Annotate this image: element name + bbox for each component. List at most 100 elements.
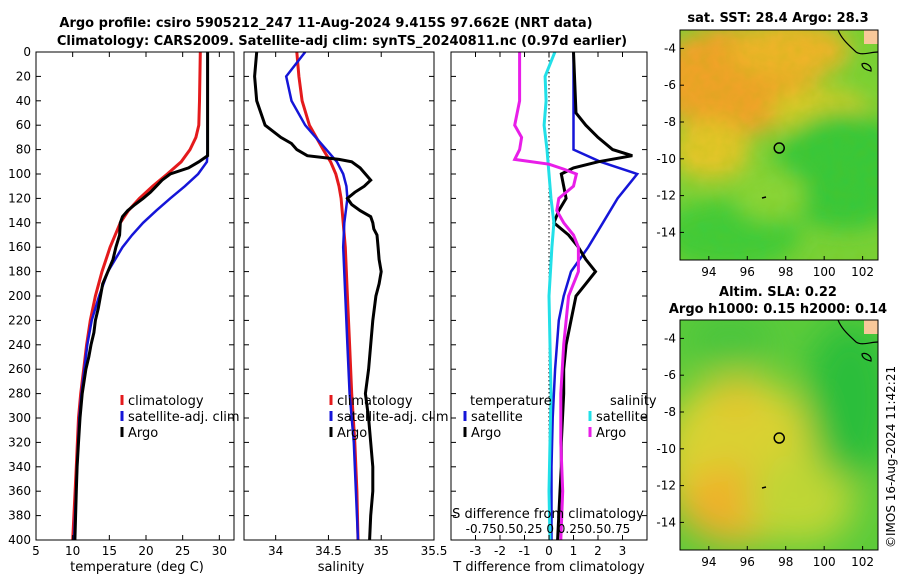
lon-tick-label: 94 <box>701 265 716 279</box>
y-tick-label: 240 <box>8 338 31 352</box>
temperature-panel: 0 20 40 60 80 100 120 140 160 180 200 220 240 260 280 3… <box>8 45 240 575</box>
temperature-argo-diff-line <box>552 52 633 540</box>
x-tick-label: 0 <box>545 544 553 558</box>
sla-high-blob <box>715 380 755 420</box>
salinity-argo-diff-line <box>512 52 580 540</box>
islet-mark <box>761 196 767 199</box>
y-tick-label: 320 <box>8 435 31 449</box>
x-tick-label: 25 <box>175 544 190 558</box>
y-tick-label: 200 <box>8 289 31 303</box>
lat-tick-label: -12 <box>656 189 676 203</box>
coastline <box>837 320 878 345</box>
lon-tick-label: 96 <box>740 265 755 279</box>
x-tick-label: 3 <box>619 544 627 558</box>
x-tick-label: 30 <box>212 544 227 558</box>
temperature-frame <box>35 51 235 541</box>
imos-footer: ©IMOS 16-Aug-2024 11:42:21 <box>884 366 898 548</box>
sla-land-corner <box>864 320 878 334</box>
lat-tick-label: -8 <box>664 115 676 129</box>
sst-land-corner <box>864 30 878 44</box>
y-tick-label: 20 <box>16 69 31 83</box>
x-tick-label: 2 <box>594 544 602 558</box>
y-tick-label: 40 <box>16 94 31 108</box>
salinity-panel: 34 34.5 35 35.5 salinity climatology satell… <box>243 51 449 575</box>
salinity-lines <box>253 52 383 540</box>
argo-position-marker <box>773 432 785 444</box>
lat-tick-label: -6 <box>664 368 676 382</box>
title-line-1: Argo profile: csiro 5905212_247 11-Aug-2… <box>59 16 592 31</box>
lat-tick-label: -4 <box>664 41 676 55</box>
sst-map: sat. SST: 28.4 Argo: 28.3 94 96 98 100 102 -… <box>656 11 879 279</box>
lon-tick-label: 96 <box>740 555 755 569</box>
lat-tick-label: -10 <box>656 442 676 456</box>
coastline <box>861 62 872 72</box>
lat-tick-label: -4 <box>664 331 676 345</box>
temperature-legend: climatology satellite-adj. clim Argo <box>120 394 240 441</box>
lon-tick-label: 102 <box>851 265 874 279</box>
y-tick-label: 180 <box>8 265 31 279</box>
lat-tick-label: -10 <box>656 152 676 166</box>
temperature-climatology-line <box>71 52 202 540</box>
x-tick-label: -1 <box>519 544 531 558</box>
legend-salinity-title: salinity <box>610 394 657 409</box>
legend-argo-label: Argo <box>128 426 158 441</box>
temperature-xlabel: temperature (deg C) <box>70 560 204 575</box>
y-tick-label: 140 <box>8 216 31 230</box>
lon-tick-label: 98 <box>778 265 793 279</box>
difference-legend: temperature satellite Argo salinity sate… <box>463 394 657 441</box>
sla-map: Altim. SLA: 0.22 Argo h1000: 0.15 h2000:… <box>656 285 887 569</box>
temperature-satellite-diff-line <box>550 52 640 540</box>
salinity-satellite-diff-line <box>542 52 557 540</box>
y-tick-label: 120 <box>8 191 31 205</box>
y-tick-label: 300 <box>8 411 31 425</box>
x-tick-label: 10 <box>65 544 80 558</box>
difference-xlabel: T difference from climatology <box>452 560 645 575</box>
coastline <box>861 352 872 362</box>
salinity-climatology-line <box>295 52 360 540</box>
difference-x-ticks: -3 -2 -1 0 1 2 3 <box>451 51 647 558</box>
sst-map-lon-ticks: 94 96 98 100 102 <box>701 256 874 279</box>
sla-low-blob <box>685 320 775 365</box>
salinity-xlabel: salinity <box>318 560 365 575</box>
y-tick-label: 340 <box>8 460 31 474</box>
x-tick-label: 35.5 <box>421 544 448 558</box>
x-tick-label: -3 <box>470 544 482 558</box>
sla-low-blob <box>805 320 878 480</box>
sla-map-title: Altim. SLA: 0.22 <box>719 285 837 300</box>
sst-pixel-texture <box>680 30 878 260</box>
temperature-lines <box>71 52 210 540</box>
legend-satellite-label: satellite-adj. clim <box>337 410 449 425</box>
x-tick-label: 34 <box>268 544 283 558</box>
y-tick-label: 220 <box>8 313 31 327</box>
y-tick-label: 100 <box>8 167 31 181</box>
y-tick-label: 280 <box>8 387 31 401</box>
y-tick-label: 80 <box>16 143 31 157</box>
legend-satellite-label: satellite-adj. clim <box>128 410 240 425</box>
title-line-2: Climatology: CARS2009. Satellite-adj cli… <box>57 34 627 49</box>
temperature-argo-line <box>73 52 210 540</box>
y-tick-label: 400 <box>8 533 31 547</box>
lat-tick-label: -6 <box>664 78 676 92</box>
y-tick-label: 0 <box>23 45 31 59</box>
legend-temperature-title: temperature <box>470 394 552 409</box>
x-tick-label: -2 <box>494 544 506 558</box>
lon-tick-label: 100 <box>813 265 836 279</box>
lat-tick-label: -14 <box>656 225 676 239</box>
legend-sal-satellite-label: satellite <box>596 410 648 425</box>
y-tick-label: 160 <box>8 240 31 254</box>
argo-position-marker <box>773 142 785 154</box>
sla-map-subtitle: Argo h1000: 0.15 h2000: 0.14 <box>669 302 887 317</box>
depth-tick-labels: 0 20 40 60 80 100 120 140 160 180 200 220 240 260 280 3… <box>8 45 31 547</box>
sst-field <box>680 30 878 260</box>
legend-argo-label: Argo <box>337 426 367 441</box>
difference-top-ticks: -0.750.50.25 0 0.250.50.75 <box>466 522 631 536</box>
sla-field <box>680 320 878 550</box>
legend-climatology-label: climatology <box>128 394 204 409</box>
y-tick-label: 60 <box>16 118 31 132</box>
salinity-legend: climatology satellite-adj. clim Argo <box>329 394 449 441</box>
salinity-frame <box>243 51 435 541</box>
legend-sal-argo-label: Argo <box>596 426 626 441</box>
sst-map-frame <box>679 29 879 261</box>
x-tick-label: 5 <box>32 544 40 558</box>
